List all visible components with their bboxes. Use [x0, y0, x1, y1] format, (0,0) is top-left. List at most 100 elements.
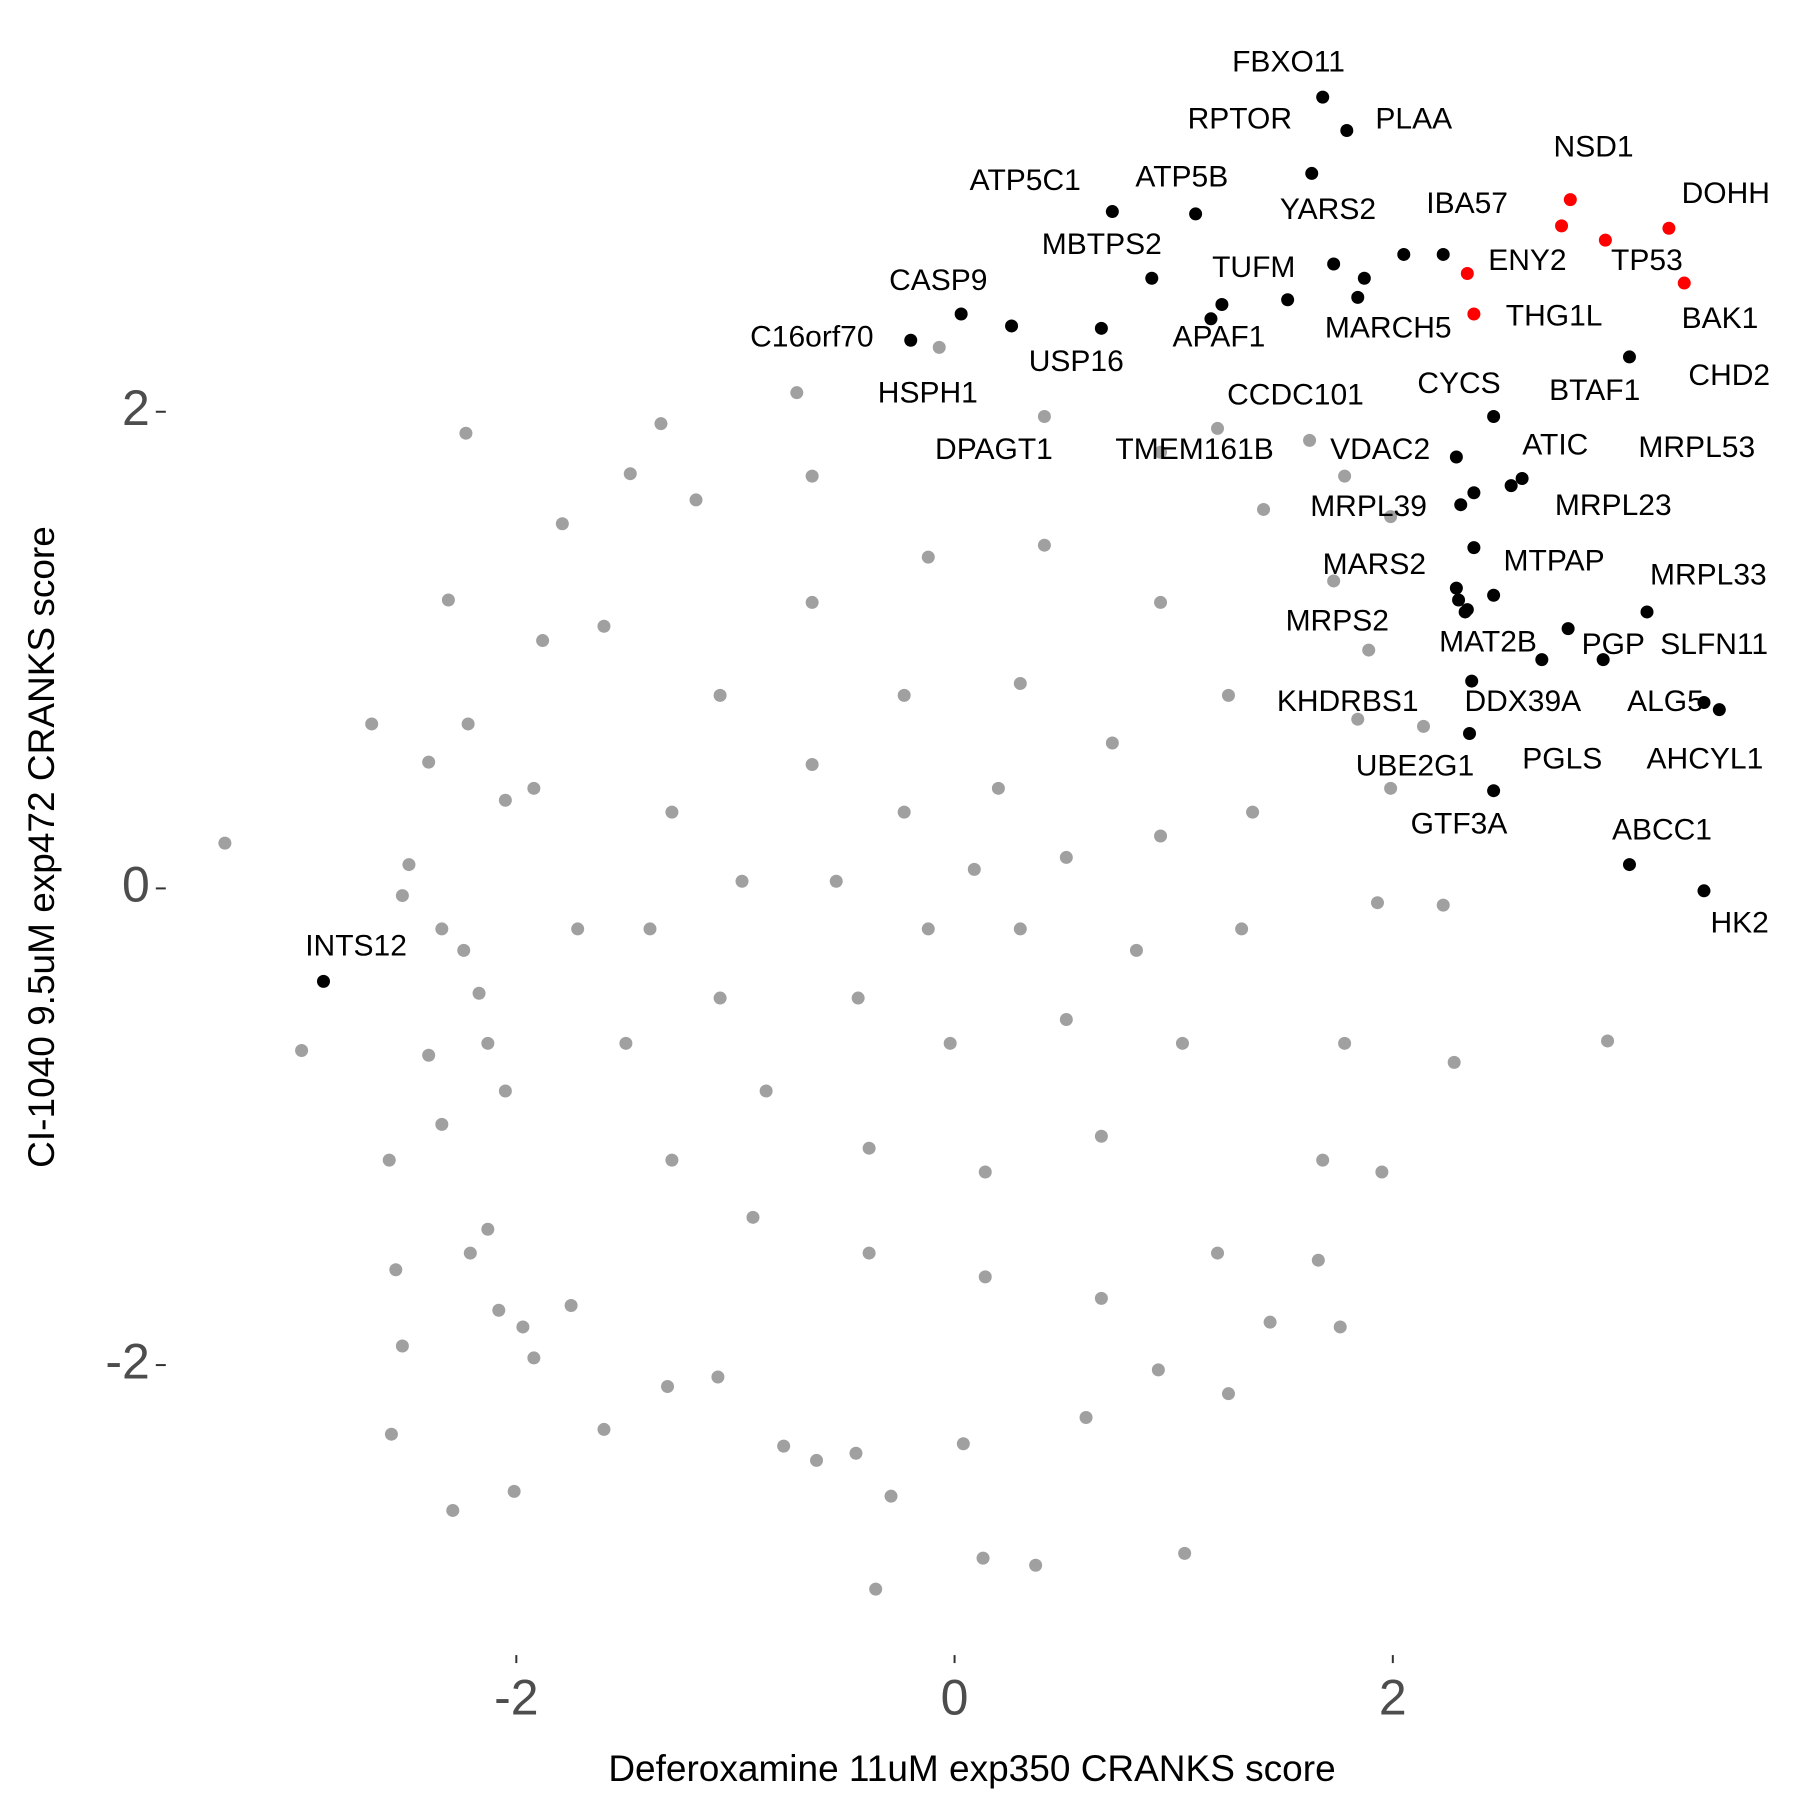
x-axis-title: Deferoxamine 11uM exp350 CRANKS score [608, 1748, 1335, 1789]
point-label: ABCC1 [1612, 813, 1712, 846]
point [869, 1582, 883, 1596]
point [1601, 1034, 1615, 1048]
point [643, 922, 657, 936]
point-label: ENY2 [1488, 244, 1566, 277]
point [713, 688, 727, 702]
point [597, 1422, 611, 1436]
point [472, 986, 486, 1000]
point [1316, 1153, 1330, 1167]
point [384, 1427, 398, 1441]
point [1013, 922, 1027, 936]
point [1697, 884, 1711, 898]
point-label: THG1L [1506, 300, 1603, 333]
point [1333, 1320, 1347, 1334]
point [1145, 271, 1159, 285]
y-tick-label: 2 [122, 380, 150, 436]
point [1094, 1291, 1108, 1305]
point [1384, 781, 1398, 795]
point-label: MRPL23 [1555, 489, 1672, 522]
point [1357, 271, 1371, 285]
point [921, 550, 935, 564]
point-label: FBXO11 [1232, 46, 1345, 79]
x-tick-label: 0 [941, 1669, 969, 1725]
point [1257, 502, 1271, 516]
point [713, 991, 727, 1005]
point [1221, 688, 1235, 702]
point-label: MRPL39 [1310, 490, 1427, 523]
point [805, 469, 819, 483]
point [810, 1453, 824, 1467]
point-label: MRPS2 [1286, 605, 1389, 638]
point [1338, 469, 1352, 483]
point [897, 688, 911, 702]
point [1105, 736, 1119, 750]
point-label: SLFN11 [1660, 628, 1768, 661]
point [1504, 479, 1518, 493]
point [1463, 726, 1477, 740]
point-label: PGP [1582, 628, 1645, 661]
point [1447, 1055, 1461, 1069]
point [1221, 1387, 1235, 1401]
point [777, 1439, 791, 1453]
point [1129, 943, 1143, 957]
point [1340, 124, 1354, 138]
point [976, 1551, 990, 1565]
point-label: CYCS [1417, 367, 1500, 400]
point-label: CHD2 [1688, 359, 1770, 392]
point [1351, 712, 1365, 726]
point [943, 1036, 957, 1050]
point [805, 757, 819, 771]
point-label: DDX39A [1464, 685, 1581, 718]
point [978, 1270, 992, 1284]
point [1487, 784, 1501, 798]
point-label: VDAC2 [1330, 433, 1430, 466]
point [1596, 653, 1610, 667]
point [527, 1351, 541, 1365]
point [435, 922, 449, 936]
x-tick-label: 2 [1379, 1669, 1407, 1725]
y-tick-label: -2 [105, 1333, 149, 1389]
point [967, 862, 981, 876]
point [571, 922, 585, 936]
point [1561, 622, 1575, 636]
point [1449, 450, 1463, 464]
point [382, 1153, 396, 1167]
point [1375, 1165, 1389, 1179]
point-label: ATP5C1 [970, 164, 1081, 197]
point-label: TUFM [1212, 251, 1295, 284]
point [1175, 1036, 1189, 1050]
point [1189, 207, 1203, 221]
point-label: PGLS [1522, 743, 1602, 776]
point [527, 781, 541, 795]
point [1029, 1558, 1043, 1572]
point [1151, 1363, 1165, 1377]
point [1094, 1129, 1108, 1143]
point [1436, 247, 1450, 261]
point [1246, 805, 1260, 819]
point [1351, 290, 1365, 304]
point [1327, 257, 1341, 271]
point [1397, 247, 1411, 261]
point [457, 943, 471, 957]
point [1384, 510, 1398, 524]
point-label: DOHH [1682, 177, 1770, 210]
point [1059, 850, 1073, 864]
point [1467, 307, 1481, 321]
point [1059, 1012, 1073, 1026]
point-label: GTF3A [1411, 808, 1508, 841]
point [1281, 293, 1295, 307]
point-label: KHDRBS1 [1277, 685, 1419, 718]
point [1005, 319, 1019, 333]
point [1598, 233, 1612, 247]
point-label: MAT2B [1439, 626, 1537, 659]
point [536, 634, 550, 648]
point-label: YARS2 [1280, 193, 1376, 226]
point [516, 1320, 530, 1334]
point [1235, 922, 1249, 936]
point [1452, 593, 1466, 607]
point-label: CASP9 [889, 264, 987, 297]
point [1454, 498, 1468, 512]
point-label: CCDC101 [1227, 379, 1364, 412]
point-label: DPAGT1 [935, 433, 1053, 466]
point [851, 991, 865, 1005]
